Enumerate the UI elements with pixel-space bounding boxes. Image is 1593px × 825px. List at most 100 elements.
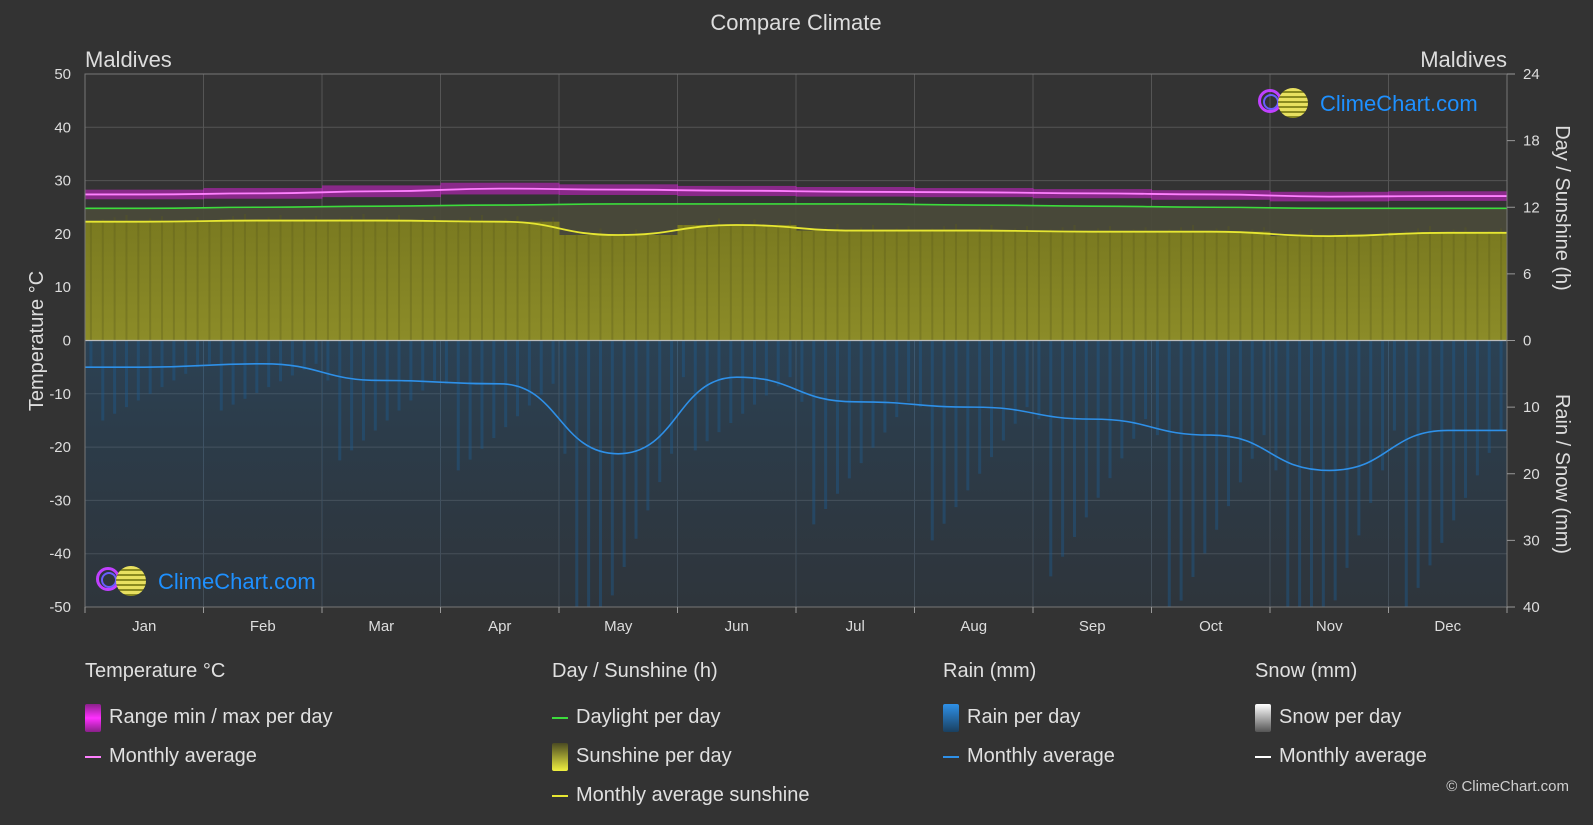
legend-item: Monthly average bbox=[943, 737, 1115, 776]
left-tick-label: -30 bbox=[49, 492, 71, 509]
rain-background-bar bbox=[440, 340, 560, 607]
sunshine-bar bbox=[1388, 232, 1508, 341]
left-tick-label: 0 bbox=[63, 333, 71, 350]
right-bottom-tick-label: 30 bbox=[1523, 532, 1540, 549]
month-label: Apr bbox=[488, 618, 511, 635]
rain-background-bar bbox=[1033, 340, 1152, 607]
left-tick-label: -40 bbox=[49, 546, 71, 563]
right-top-tick-label: 0 bbox=[1523, 333, 1531, 350]
sunshine-bar bbox=[796, 230, 915, 341]
legend-snow: Snow (mm) Snow per day Monthly average bbox=[1255, 660, 1427, 776]
legend-heading: Day / Sunshine (h) bbox=[552, 660, 718, 682]
right-bottom-tick-label: 40 bbox=[1523, 599, 1540, 616]
sunshine-bar bbox=[1270, 236, 1389, 341]
right-bottom-axis-label: Rain / Snow (mm) bbox=[1551, 394, 1573, 554]
right-top-tick-label: 12 bbox=[1523, 199, 1540, 216]
left-tick-label: 40 bbox=[54, 119, 71, 136]
rain-average-line bbox=[85, 363, 1507, 472]
rain-background-bar bbox=[796, 340, 915, 607]
brand-text: ClimeChart.com bbox=[158, 569, 316, 594]
month-label: Jun bbox=[725, 618, 749, 635]
left-tick-label: 30 bbox=[54, 173, 71, 190]
right-top-tick-label: 24 bbox=[1523, 66, 1540, 83]
legend-item: Daylight per day bbox=[552, 698, 809, 737]
month-label: Nov bbox=[1316, 618, 1343, 635]
rain-background-bar bbox=[203, 340, 323, 607]
climechart-logo-icon bbox=[1258, 88, 1314, 120]
brand-logo-top[interactable]: ClimeChart.com bbox=[1258, 88, 1478, 120]
sunshine-bar bbox=[1033, 231, 1152, 341]
left-tick-label: -50 bbox=[49, 599, 71, 616]
left-tick-label: 10 bbox=[54, 279, 71, 296]
rain-background-bar bbox=[1270, 340, 1389, 607]
legend-item: Monthly average bbox=[85, 737, 332, 776]
legend-heading: Rain (mm) bbox=[943, 660, 1037, 682]
left-tick-label: -20 bbox=[49, 439, 71, 456]
temperature-average-line bbox=[85, 187, 1507, 198]
daylight-line bbox=[85, 203, 1507, 210]
legend-item: Sunshine per day bbox=[552, 737, 809, 776]
right-bottom-tick-label: 10 bbox=[1523, 399, 1540, 416]
sunshine-bar bbox=[559, 235, 678, 341]
right-top-tick-label: 6 bbox=[1523, 266, 1531, 283]
brand-logo-bottom[interactable]: ClimeChart.com bbox=[96, 566, 316, 598]
left-location-label: Maldives bbox=[85, 47, 172, 72]
month-label: Jan bbox=[132, 618, 156, 635]
legend-rain: Rain (mm) Rain per day Monthly average bbox=[943, 660, 1115, 776]
sunshine-bar bbox=[1151, 231, 1271, 341]
legend-item: Range min / max per day bbox=[85, 698, 332, 737]
sunshine-bar bbox=[677, 225, 797, 341]
rain-background-bar bbox=[677, 340, 797, 607]
right-bottom-tick-label: 20 bbox=[1523, 466, 1540, 483]
snow-avg-swatch bbox=[1255, 755, 1271, 758]
legend-item: Snow per day bbox=[1255, 698, 1427, 737]
legend-sunshine: Day / Sunshine (h) Daylight per day Suns… bbox=[552, 660, 809, 815]
rain-swatch bbox=[943, 703, 959, 732]
sunshine-avg-swatch bbox=[552, 794, 568, 797]
rain-background-bar bbox=[85, 340, 204, 607]
right-top-axis-label: Day / Sunshine (h) bbox=[1551, 125, 1573, 291]
month-label: Dec bbox=[1434, 618, 1461, 635]
month-label: May bbox=[604, 618, 633, 635]
sunshine-bar bbox=[914, 230, 1034, 341]
sunshine-swatch bbox=[552, 742, 568, 771]
month-label: Sep bbox=[1079, 618, 1106, 635]
sunshine-bar bbox=[85, 221, 204, 341]
legend-heading: Temperature °C bbox=[85, 660, 226, 682]
legend-item: Rain per day bbox=[943, 698, 1115, 737]
sunshine-bar bbox=[440, 221, 560, 341]
sunshine-average-line bbox=[85, 219, 1507, 238]
left-axis-label: Temperature °C bbox=[26, 271, 48, 411]
left-tick-label: -10 bbox=[49, 386, 71, 403]
rain-background-bar bbox=[322, 340, 441, 607]
left-tick-label: 50 bbox=[54, 66, 71, 83]
temp-avg-swatch bbox=[85, 755, 101, 758]
legend-item: Monthly average bbox=[1255, 737, 1427, 776]
rain-background-bar bbox=[1151, 340, 1271, 607]
right-top-tick-label: 18 bbox=[1523, 133, 1540, 150]
month-label: Oct bbox=[1199, 618, 1223, 635]
climechart-logo-icon bbox=[96, 566, 152, 598]
month-label: Jul bbox=[846, 618, 865, 635]
temp-range-swatch bbox=[85, 703, 101, 732]
chart-title: Compare Climate bbox=[710, 10, 881, 35]
rain-background-bar bbox=[1388, 340, 1508, 607]
legend-temperature: Temperature °C Range min / max per day M… bbox=[85, 660, 332, 776]
brand-text: ClimeChart.com bbox=[1320, 91, 1478, 116]
month-label: Aug bbox=[960, 618, 987, 635]
sunshine-bar bbox=[203, 220, 323, 341]
month-label: Mar bbox=[368, 618, 394, 635]
copyright-text: © ClimeChart.com bbox=[1446, 778, 1569, 795]
sunshine-bar bbox=[322, 220, 441, 341]
rain-background-bar bbox=[559, 340, 678, 607]
legend-item: Monthly average sunshine bbox=[552, 776, 809, 815]
rain-avg-swatch bbox=[943, 755, 959, 758]
rain-background-bar bbox=[914, 340, 1034, 607]
month-label: Feb bbox=[250, 618, 276, 635]
daylight-swatch bbox=[552, 716, 568, 719]
snow-swatch bbox=[1255, 703, 1271, 732]
left-tick-label: 20 bbox=[54, 226, 71, 243]
right-location-label: Maldives bbox=[1420, 47, 1507, 72]
legend-heading: Snow (mm) bbox=[1255, 660, 1358, 682]
